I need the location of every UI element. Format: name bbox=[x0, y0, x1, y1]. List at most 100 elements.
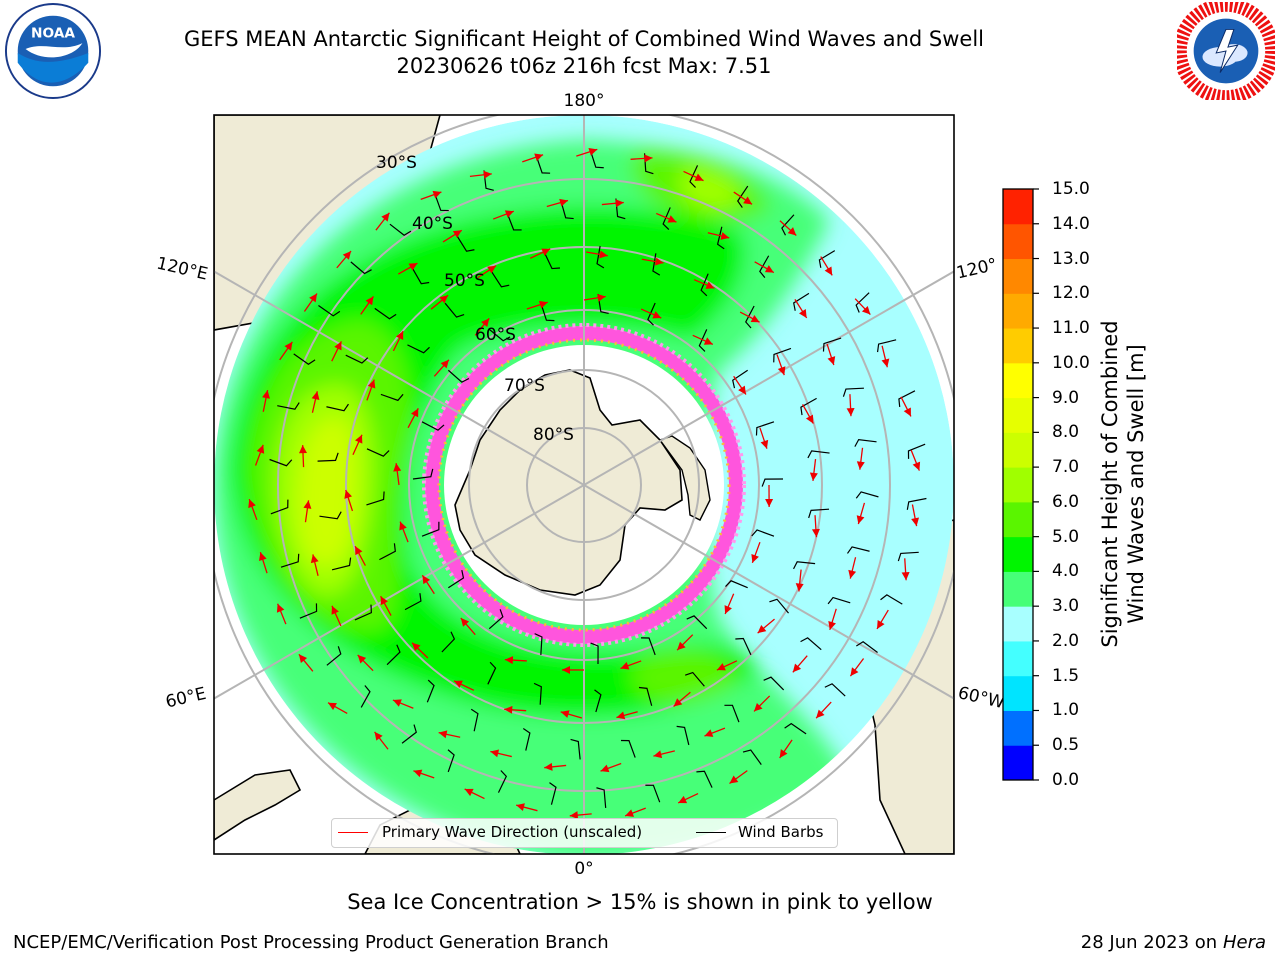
wind-barb bbox=[676, 725, 690, 746]
wind-barb bbox=[761, 478, 784, 487]
wind-barb bbox=[345, 354, 369, 364]
lat-label-80s: 80°S bbox=[533, 425, 574, 445]
wave-direction-arrowhead bbox=[716, 663, 726, 671]
wind-barb bbox=[700, 273, 709, 297]
colorbar-tick-label: 11.0 bbox=[1052, 318, 1090, 339]
wind-barb bbox=[907, 443, 926, 459]
wave-direction-arrowhead bbox=[620, 661, 630, 670]
wave-direction-arrowhead bbox=[303, 500, 312, 509]
wind-barb bbox=[735, 637, 752, 656]
wave-direction-arrowhead bbox=[757, 624, 767, 634]
wave-direction-arrowhead bbox=[704, 729, 714, 737]
lon-label-180: 180° bbox=[564, 91, 605, 111]
wave-direction-arrowhead bbox=[460, 618, 470, 627]
wind-barb bbox=[755, 421, 775, 436]
wind-barb bbox=[318, 305, 341, 317]
wind-barb bbox=[793, 561, 816, 570]
wave-direction-arrowhead bbox=[381, 212, 390, 222]
wind-barb bbox=[596, 245, 605, 269]
wave-direction-arrowhead bbox=[644, 154, 653, 163]
wave-direction-arrowhead bbox=[827, 356, 836, 366]
wind-barb bbox=[759, 255, 770, 279]
africa-land bbox=[214, 769, 302, 841]
wave-direction-arrowhead bbox=[655, 257, 664, 266]
wave-direction-arrowhead bbox=[743, 196, 753, 205]
wind-barb bbox=[773, 347, 792, 363]
wind-barb bbox=[647, 302, 656, 326]
wave-direction-arrowhead bbox=[408, 263, 418, 271]
wave-direction-arrowhead bbox=[504, 210, 514, 218]
wave-direction-arrowhead bbox=[311, 391, 320, 400]
lon-label-60e: 60°E bbox=[164, 684, 208, 713]
wind-barb bbox=[535, 155, 551, 174]
colorbar-segment bbox=[1003, 501, 1033, 538]
wind-barb bbox=[331, 557, 352, 571]
wind-barb bbox=[269, 458, 293, 467]
wind-barb bbox=[366, 448, 390, 457]
wave-direction-arrowhead bbox=[262, 390, 270, 399]
wind-barb bbox=[807, 450, 830, 459]
wind-barb bbox=[426, 679, 435, 703]
colorbar-tick-label: 9.0 bbox=[1052, 387, 1080, 408]
lon-label-60w: 60°W bbox=[956, 683, 1006, 713]
wind-barb bbox=[742, 749, 762, 765]
graticule bbox=[214, 115, 954, 854]
wave-direction-arrowhead bbox=[779, 749, 788, 758]
colorbar-label: Significant Height of Combined Wind Wave… bbox=[1097, 274, 1153, 694]
wave-direction-arrowhead bbox=[413, 769, 423, 778]
wave-direction-arrowhead bbox=[439, 295, 449, 304]
wind-barb bbox=[401, 724, 417, 744]
wave-direction-arrowhead bbox=[541, 248, 551, 256]
wave-direction-arrowhead bbox=[765, 498, 774, 507]
wave-direction-arrowhead bbox=[720, 232, 730, 240]
colorbar-tick-label: 0.0 bbox=[1052, 770, 1080, 790]
wind-barb bbox=[855, 491, 879, 499]
wind-barb bbox=[522, 728, 531, 751]
wave-direction-arrowhead bbox=[411, 408, 419, 418]
wave-direction-arrowhead bbox=[393, 463, 402, 472]
wave-direction-arrowhead bbox=[248, 499, 256, 509]
colorbar-segment bbox=[1003, 258, 1033, 294]
wave-direction-arrowhead bbox=[795, 583, 804, 592]
colorbar-segment bbox=[1003, 189, 1033, 225]
wind-barb bbox=[596, 787, 607, 808]
colorbar-tick-label: 2.0 bbox=[1052, 630, 1080, 651]
wind-barb bbox=[698, 329, 708, 352]
wave-direction-arrowhead bbox=[850, 667, 859, 677]
wind-barb bbox=[793, 292, 810, 311]
wave-direction-arrowhead bbox=[355, 434, 363, 444]
wave-direction-arrowhead bbox=[284, 341, 293, 351]
wind-barb bbox=[827, 596, 851, 605]
wave-direction-arrowhead bbox=[856, 515, 865, 525]
wave-direction-arrowhead bbox=[729, 775, 739, 784]
wind-barb bbox=[737, 185, 749, 208]
wind-barb bbox=[685, 671, 705, 687]
wave-direction-arrowhead bbox=[422, 575, 431, 585]
wave-direction-arrowhead bbox=[412, 642, 421, 652]
wave-direction-arrowhead bbox=[344, 490, 352, 499]
colorbar-tick-label: 14.0 bbox=[1052, 213, 1090, 234]
wave-direction-arrowhead bbox=[824, 266, 833, 276]
wave-direction-arrowhead bbox=[483, 170, 492, 179]
colorbar-segment bbox=[1003, 397, 1033, 433]
wave-direction-arrowhead bbox=[504, 705, 513, 714]
wave-direction-arrowhead bbox=[750, 314, 760, 323]
wind-barb bbox=[506, 212, 522, 231]
wave-direction-arrowhead bbox=[516, 803, 525, 812]
credit-line: NCEP/EMC/Verification Post Processing Pr… bbox=[13, 932, 609, 953]
wind-barb bbox=[270, 499, 289, 515]
wave-direction-arrowhead bbox=[777, 366, 786, 376]
colorbar-segment bbox=[1003, 606, 1033, 642]
wind-barb bbox=[380, 393, 404, 402]
wind-barb bbox=[745, 305, 755, 329]
wave-direction-arrowhead bbox=[588, 148, 598, 156]
wave-direction-arrowhead bbox=[846, 407, 855, 417]
wind-barb bbox=[444, 302, 465, 318]
band-7m bbox=[297, 417, 357, 567]
wave-direction-arrowhead bbox=[787, 227, 797, 236]
colorbar-segment bbox=[1003, 362, 1033, 399]
wind-barb bbox=[652, 253, 661, 276]
wave-direction-swatch bbox=[338, 832, 368, 833]
wind-barb bbox=[842, 387, 864, 397]
